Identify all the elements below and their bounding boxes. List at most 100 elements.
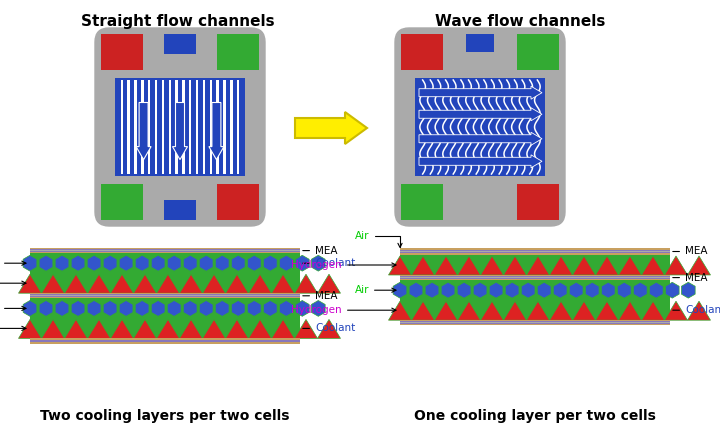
Bar	[182, 80, 184, 174]
Text: Coolant: Coolant	[672, 305, 720, 315]
Polygon shape	[595, 301, 618, 320]
Bar	[400, 279, 670, 280]
Bar	[217, 184, 259, 220]
Polygon shape	[231, 301, 245, 316]
Bar	[400, 254, 670, 255]
Text: Coolant: Coolant	[303, 324, 355, 334]
Polygon shape	[480, 256, 503, 275]
Polygon shape	[295, 255, 309, 271]
Polygon shape	[318, 274, 341, 293]
Polygon shape	[88, 274, 110, 293]
Polygon shape	[618, 301, 642, 320]
Bar	[400, 321, 670, 322]
Text: Hydrogen: Hydrogen	[292, 305, 396, 315]
Polygon shape	[434, 301, 457, 320]
Text: Air: Air	[0, 303, 26, 313]
Polygon shape	[585, 282, 599, 298]
Polygon shape	[412, 256, 434, 275]
Bar	[30, 250, 300, 251]
Text: Two cooling layers per two cells: Two cooling layers per two cells	[40, 409, 289, 423]
Polygon shape	[634, 282, 647, 298]
Polygon shape	[87, 301, 101, 316]
Polygon shape	[248, 255, 261, 271]
Bar	[400, 277, 670, 278]
Bar	[30, 318, 300, 338]
Polygon shape	[409, 282, 423, 298]
Polygon shape	[103, 301, 117, 316]
Polygon shape	[393, 282, 407, 298]
Polygon shape	[135, 255, 149, 271]
FancyArrow shape	[419, 132, 542, 145]
Polygon shape	[202, 274, 225, 293]
Polygon shape	[179, 319, 202, 338]
Polygon shape	[595, 256, 618, 275]
Polygon shape	[389, 256, 412, 275]
Bar	[115, 78, 245, 176]
Bar	[400, 322, 670, 323]
Bar	[400, 275, 670, 276]
Polygon shape	[88, 319, 110, 338]
Polygon shape	[65, 319, 88, 338]
Bar	[400, 276, 670, 277]
Polygon shape	[225, 319, 248, 338]
Polygon shape	[473, 282, 487, 298]
Polygon shape	[549, 301, 572, 320]
Polygon shape	[179, 274, 202, 293]
FancyBboxPatch shape	[395, 28, 565, 226]
Polygon shape	[133, 274, 156, 293]
Polygon shape	[135, 301, 149, 316]
Bar	[400, 248, 670, 250]
Bar	[30, 248, 300, 249]
Polygon shape	[503, 301, 526, 320]
Bar	[30, 297, 300, 299]
Bar	[30, 338, 300, 340]
Bar	[30, 273, 300, 293]
Polygon shape	[457, 301, 480, 320]
Bar	[400, 251, 670, 252]
Text: MEA: MEA	[303, 291, 338, 301]
Polygon shape	[42, 319, 65, 338]
Text: Air: Air	[0, 258, 26, 268]
Bar	[155, 80, 157, 174]
Bar	[517, 34, 559, 70]
Polygon shape	[65, 274, 88, 293]
Polygon shape	[167, 301, 181, 316]
Bar	[400, 300, 670, 320]
Polygon shape	[151, 255, 165, 271]
Polygon shape	[526, 256, 549, 275]
FancyArrow shape	[295, 112, 367, 144]
Bar	[400, 280, 670, 300]
Polygon shape	[665, 301, 688, 320]
Polygon shape	[271, 274, 294, 293]
Bar	[400, 252, 670, 254]
Polygon shape	[215, 255, 229, 271]
Polygon shape	[570, 282, 583, 298]
Polygon shape	[617, 282, 631, 298]
Polygon shape	[199, 301, 213, 316]
Bar	[30, 293, 300, 294]
Text: One cooling layer per two cells: One cooling layer per two cells	[414, 409, 656, 423]
Bar	[121, 80, 123, 174]
Polygon shape	[480, 301, 503, 320]
Polygon shape	[151, 301, 165, 316]
Polygon shape	[184, 255, 197, 271]
Bar	[30, 340, 300, 341]
Polygon shape	[572, 256, 595, 275]
Bar	[400, 323, 670, 324]
Text: Straight flow channels: Straight flow channels	[81, 14, 275, 29]
Bar	[400, 324, 670, 325]
Polygon shape	[457, 282, 471, 298]
Polygon shape	[271, 319, 294, 338]
Bar	[223, 80, 225, 174]
Polygon shape	[19, 274, 42, 293]
Polygon shape	[103, 255, 117, 271]
Polygon shape	[426, 282, 439, 298]
Bar	[230, 80, 233, 174]
Polygon shape	[23, 301, 37, 316]
Bar	[466, 34, 494, 52]
Bar	[168, 80, 171, 174]
Polygon shape	[441, 282, 455, 298]
Polygon shape	[248, 301, 261, 316]
Polygon shape	[225, 274, 248, 293]
Bar	[141, 80, 143, 174]
